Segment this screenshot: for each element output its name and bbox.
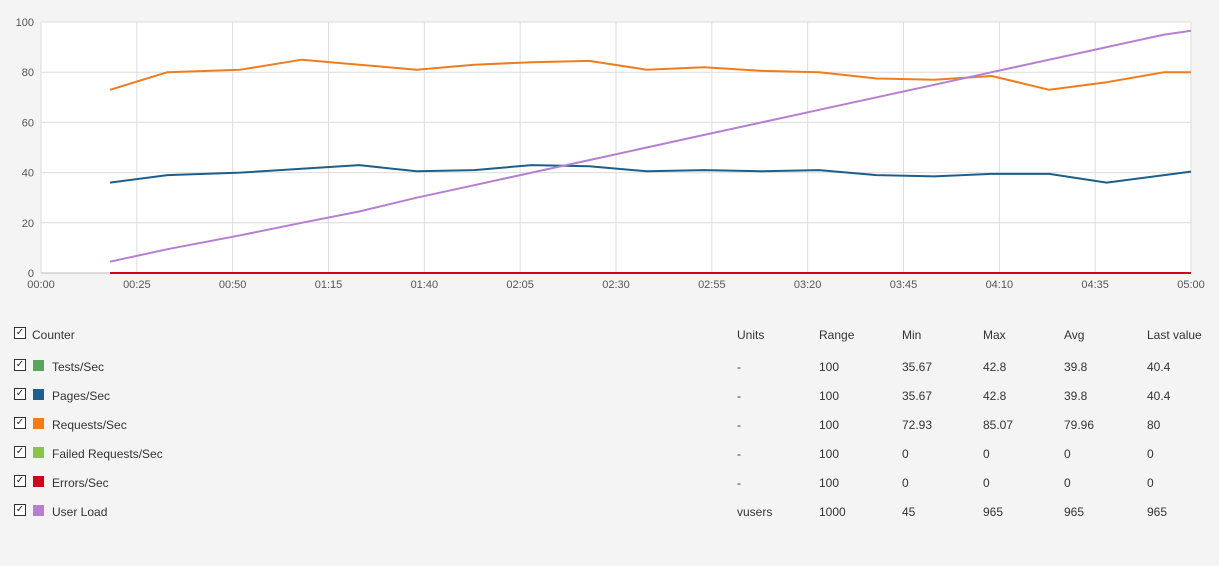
x-tick-label: 02:30 [602,279,630,291]
max-value: 42.8 [983,389,1007,403]
line-chart: 0 20 40 60 80 100 00:00 00:25 00:50 01:15 01:40 02:… [16,17,1205,291]
counter-name: Failed Requests/Sec [52,447,163,461]
avg-value: 79.96 [1064,418,1095,432]
counter-row-requests-sec: ✓ Requests/Sec - 100 72.93 85.07 79.96 8… [0,415,1219,435]
avg-value: 0 [1064,476,1071,490]
counter-name: Requests/Sec [52,418,127,432]
last-value-header: Last value [1147,328,1202,342]
counter-header: Counter [32,328,75,342]
avg-header: Avg [1064,328,1085,342]
units-value: - [737,476,741,490]
range-value: 100 [819,447,840,461]
row-checkbox[interactable]: ✓ [14,359,26,371]
max-value: 85.07 [983,418,1014,432]
x-tick-label: 00:50 [219,279,247,291]
units-header: Units [737,328,765,342]
series-line-pages-sec [109,164,1192,184]
counter-row-tests-sec: ✓ Tests/Sec - 100 35.67 42.8 39.8 40.4 [0,357,1219,377]
x-tick-label: 01:40 [411,279,439,291]
series-line-requests-sec [109,58,1191,91]
row-checkbox[interactable]: ✓ [14,504,26,516]
x-tick-label: 00:00 [27,279,55,291]
last-value: 0 [1147,476,1154,490]
max-value: 0 [983,447,990,461]
last-value: 80 [1147,418,1161,432]
x-tick-label: 03:20 [794,279,822,291]
units-value: - [737,389,741,403]
series-color-swatch [33,505,44,516]
last-value: 40.4 [1147,389,1171,403]
y-tick-label: 60 [22,117,34,129]
units-value: - [737,360,741,374]
x-tick-label: 04:10 [986,279,1014,291]
x-tick-label: 04:35 [1081,279,1109,291]
last-value: 40.4 [1147,360,1171,374]
row-checkbox[interactable]: ✓ [14,446,26,458]
range-value: 100 [819,476,840,490]
series-color-swatch [33,418,44,429]
counter-row-errors-sec: ✓ Errors/Sec - 100 0 0 0 0 [0,473,1219,493]
max-value: 42.8 [983,360,1007,374]
y-tick-label: 80 [22,67,34,79]
avg-value: 39.8 [1064,389,1088,403]
avg-value: 0 [1064,447,1071,461]
series-color-swatch [33,389,44,400]
min-value: 72.93 [902,418,933,432]
min-value: 0 [902,447,909,461]
units-value: - [737,447,741,461]
row-checkbox[interactable]: ✓ [14,417,26,429]
y-tick-label: 40 [22,168,34,180]
max-header: Max [983,328,1006,342]
last-value: 965 [1147,505,1168,519]
units-value: vusers [737,505,773,519]
max-value: 965 [983,505,1004,519]
units-value: - [737,418,741,432]
avg-value: 965 [1064,505,1085,519]
counter-row-pages-sec: ✓ Pages/Sec - 100 35.67 42.8 39.8 40.4 [0,386,1219,406]
avg-value: 39.8 [1064,360,1088,374]
row-checkbox[interactable]: ✓ [14,475,26,487]
range-value: 100 [819,418,840,432]
series-color-swatch [33,360,44,371]
counter-name: Errors/Sec [52,476,109,490]
last-value: 0 [1147,447,1154,461]
counter-name: Tests/Sec [52,360,105,374]
min-header: Min [902,328,922,342]
min-value: 35.67 [902,389,933,403]
x-tick-label: 00:25 [123,279,151,291]
range-value: 1000 [819,505,846,519]
table-header: ✓ Counter Units Range Min Max Avg Last v… [0,325,1219,345]
range-value: 100 [819,389,840,403]
x-tick-label: 02:55 [698,279,726,291]
y-tick-label: 20 [22,218,34,230]
x-tick-label: 01:15 [315,279,343,291]
min-value: 45 [902,505,916,519]
min-value: 35.67 [902,360,933,374]
counter-name: User Load [52,505,108,519]
series-color-swatch [33,476,44,487]
y-tick-label: 100 [16,17,34,29]
y-tick-label: 0 [28,268,34,280]
series-color-swatch [33,447,44,458]
select-all-checkbox[interactable]: ✓ [14,327,26,339]
min-value: 0 [902,476,909,490]
x-tick-label: 05:00 [1177,279,1205,291]
range-header: Range [819,328,855,342]
x-tick-label: 03:45 [890,279,918,291]
max-value: 0 [983,476,990,490]
series-line-user-load [109,29,1192,263]
x-tick-label: 02:05 [506,279,534,291]
range-value: 100 [819,360,840,374]
counter-row-failed-requests-sec: ✓ Failed Requests/Sec - 100 0 0 0 0 [0,444,1219,464]
counter-row-user-load: ✓ User Load vusers 1000 45 965 965 965 [0,502,1219,522]
row-checkbox[interactable]: ✓ [14,388,26,400]
counter-name: Pages/Sec [52,389,111,403]
